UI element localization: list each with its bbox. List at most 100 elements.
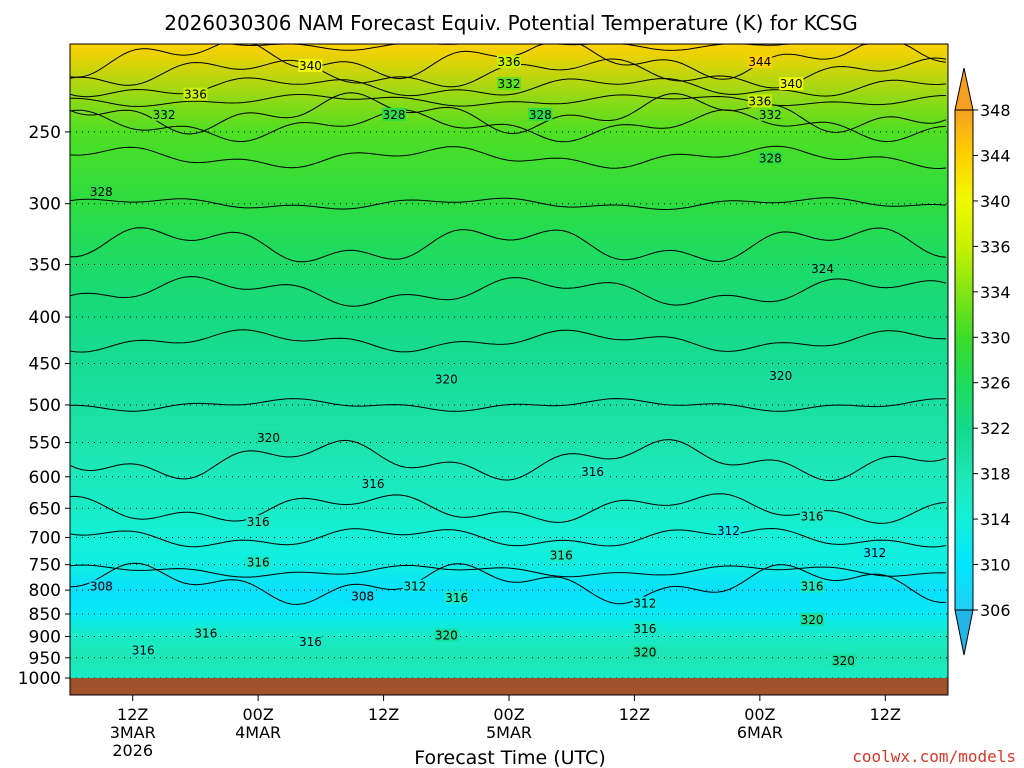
contour-label: 316 bbox=[194, 626, 217, 640]
contour-label-bg bbox=[497, 55, 521, 69]
x-tick-label: 12Z bbox=[368, 705, 399, 724]
contour-line bbox=[70, 562, 946, 605]
y-tick-label: 650 bbox=[29, 499, 61, 519]
x-tick-label: 4MAR bbox=[235, 723, 281, 742]
y-tick-label: 900 bbox=[29, 627, 61, 647]
x-tick-label: 6MAR bbox=[737, 723, 783, 742]
contour-label-bg bbox=[183, 87, 208, 101]
contour-label: 316 bbox=[445, 591, 468, 605]
contour-label-bg bbox=[747, 94, 772, 108]
contour-label-bg bbox=[758, 151, 783, 165]
contour-label: 316 bbox=[801, 509, 824, 523]
contour-label: 328 bbox=[759, 151, 782, 165]
colorbar-top-arrow bbox=[954, 67, 974, 111]
contour-label: 312 bbox=[863, 546, 886, 560]
contour-label: 312 bbox=[717, 524, 740, 538]
colorbar-label: 336 bbox=[980, 237, 1011, 256]
contour-label: 320 bbox=[435, 373, 458, 387]
contour-label: 336 bbox=[748, 94, 771, 108]
contour-label-bg bbox=[632, 596, 657, 610]
contour-line bbox=[70, 276, 947, 307]
contour-line bbox=[70, 493, 947, 524]
colorbar-bottom-arrow bbox=[954, 609, 974, 656]
colorbar: 306 310 314 318 322 326 330 334 336 340 344 348 bbox=[954, 67, 1011, 656]
contour-label-bg bbox=[831, 653, 856, 667]
x-tick-label: 12Z bbox=[619, 705, 650, 724]
y-tick-label: 700 bbox=[29, 528, 61, 548]
contour-line bbox=[70, 227, 947, 263]
y-tick-label: 500 bbox=[29, 396, 61, 416]
colorbar-gradient bbox=[954, 109, 974, 611]
contour-label-bg bbox=[131, 643, 156, 657]
colorbar-label: 340 bbox=[980, 192, 1011, 211]
y-tick-label: 300 bbox=[29, 195, 61, 215]
pressure-axis: 2503003504004505005506006507007508008509… bbox=[18, 123, 70, 689]
contour-label-bg bbox=[382, 107, 407, 121]
contour-label-bg bbox=[89, 185, 114, 199]
contour-label-bg bbox=[434, 628, 459, 642]
contour-label-bg bbox=[768, 369, 793, 383]
contour-label-bg bbox=[632, 645, 657, 659]
y-tick-label: 400 bbox=[29, 308, 61, 328]
contour-label: 332 bbox=[759, 108, 782, 122]
contour-line bbox=[70, 94, 947, 107]
contour-label: 332 bbox=[153, 108, 176, 122]
contour-label: 320 bbox=[435, 628, 458, 642]
contour-label-bg bbox=[800, 579, 825, 593]
contour-label: 312 bbox=[403, 580, 426, 594]
contour-label-bg bbox=[434, 372, 459, 386]
contour-label: 320 bbox=[832, 654, 855, 668]
contour-label-bg bbox=[497, 77, 521, 91]
contour-label: 316 bbox=[299, 635, 322, 649]
contour-label-bg bbox=[402, 579, 427, 593]
contour-label-bg bbox=[716, 523, 741, 537]
contour-label-bg bbox=[632, 621, 657, 635]
contour-label: 336 bbox=[184, 88, 207, 102]
y-tick-label: 1000 bbox=[18, 669, 61, 689]
colorbar-label: 334 bbox=[980, 283, 1011, 302]
contour-label: 320 bbox=[257, 431, 280, 445]
y-tick-label: 550 bbox=[29, 433, 61, 453]
contour-label: 332 bbox=[498, 77, 521, 91]
contour-line bbox=[70, 145, 947, 170]
y-tick-label: 750 bbox=[29, 556, 61, 576]
contour-label-bg bbox=[193, 626, 218, 640]
contour-label: 320 bbox=[633, 646, 656, 660]
colorbar-label: 314 bbox=[980, 510, 1011, 529]
x-tick-label: 00Z bbox=[493, 705, 524, 724]
contour-line bbox=[70, 564, 947, 578]
contour-label: 340 bbox=[780, 77, 803, 91]
colorbar-label: 306 bbox=[980, 601, 1011, 620]
x-tick-label: 00Z bbox=[744, 705, 775, 724]
contour-label-bg bbox=[549, 548, 574, 562]
colorbar-label: 318 bbox=[980, 465, 1011, 484]
colorbar-label: 330 bbox=[980, 328, 1011, 347]
contour-label: 328 bbox=[529, 108, 552, 122]
contour-label: 308 bbox=[351, 589, 374, 603]
colorbar-label: 326 bbox=[980, 374, 1011, 393]
colorbar-label: 348 bbox=[980, 101, 1011, 120]
contour-label: 328 bbox=[90, 185, 113, 199]
contour-label-bg bbox=[580, 464, 605, 478]
y-tick-label: 800 bbox=[29, 581, 61, 601]
contour-label: 316 bbox=[247, 515, 270, 529]
y-tick-label: 850 bbox=[29, 605, 61, 625]
x-tick-label: 12Z bbox=[870, 705, 901, 724]
contour-line bbox=[70, 92, 947, 135]
contour-label-bg bbox=[361, 477, 386, 491]
contour-label: 320 bbox=[769, 369, 792, 383]
contour-label-bg bbox=[800, 612, 825, 626]
contour-label: 308 bbox=[90, 580, 113, 594]
contour-label: 336 bbox=[498, 55, 521, 69]
contour-label: 316 bbox=[362, 477, 385, 491]
contour-label: 324 bbox=[811, 262, 834, 276]
contour-label-bg bbox=[528, 107, 553, 121]
contour-label-bg bbox=[89, 579, 114, 593]
y-tick-label: 950 bbox=[29, 649, 61, 669]
contour-label: 316 bbox=[633, 622, 656, 636]
contour-label: 316 bbox=[801, 580, 824, 594]
contour-label-bg bbox=[810, 262, 835, 276]
contour-line bbox=[70, 329, 946, 353]
colorbar-label: 344 bbox=[980, 146, 1011, 165]
contour-label: 344 bbox=[748, 55, 771, 69]
